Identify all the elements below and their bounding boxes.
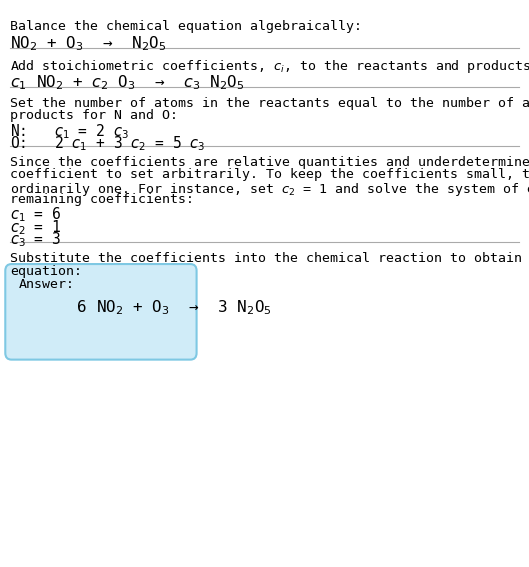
- Text: O:   2 $c_1$ + 3 $c_2$ = 5 $c_3$: O: 2 $c_1$ + 3 $c_2$ = 5 $c_3$: [11, 134, 206, 153]
- Text: Substitute the coefficients into the chemical reaction to obtain the balanced: Substitute the coefficients into the che…: [11, 252, 529, 265]
- Text: Since the coefficients are relative quantities and underdetermined, choose a: Since the coefficients are relative quan…: [11, 156, 529, 170]
- Text: products for N and O:: products for N and O:: [11, 109, 178, 122]
- Text: ordinarily one. For instance, set $c_2$ = 1 and solve the system of equations fo: ordinarily one. For instance, set $c_2$ …: [11, 181, 529, 198]
- Text: Set the number of atoms in the reactants equal to the number of atoms in the: Set the number of atoms in the reactants…: [11, 97, 529, 110]
- Text: equation:: equation:: [11, 265, 83, 278]
- Text: coefficient to set arbitrarily. To keep the coefficients small, the arbitrary va: coefficient to set arbitrarily. To keep …: [11, 168, 529, 181]
- Text: $c_1$ = 6: $c_1$ = 6: [11, 206, 62, 225]
- Text: Balance the chemical equation algebraically:: Balance the chemical equation algebraica…: [11, 20, 362, 32]
- Text: Add stoichiometric coefficients, $c_i$, to the reactants and products:: Add stoichiometric coefficients, $c_i$, …: [11, 58, 529, 75]
- Text: $c_3$ = 3: $c_3$ = 3: [11, 230, 61, 249]
- Text: 6 NO$_2$ + O$_3$  →  3 N$_2$O$_5$: 6 NO$_2$ + O$_3$ → 3 N$_2$O$_5$: [19, 298, 272, 316]
- Text: N:   $c_1$ = 2 $c_3$: N: $c_1$ = 2 $c_3$: [11, 122, 129, 141]
- Text: $c_2$ = 1: $c_2$ = 1: [11, 218, 62, 236]
- Text: remaining coefficients:: remaining coefficients:: [11, 193, 195, 206]
- Text: Answer:: Answer:: [19, 278, 75, 291]
- FancyBboxPatch shape: [5, 264, 197, 359]
- Text: NO$_2$ + O$_3$  →  N$_2$O$_5$: NO$_2$ + O$_3$ → N$_2$O$_5$: [11, 35, 167, 53]
- Text: $c_1$ NO$_2$ + $c_2$ O$_3$  →  $c_3$ N$_2$O$_5$: $c_1$ NO$_2$ + $c_2$ O$_3$ → $c_3$ N$_2$…: [11, 74, 245, 92]
